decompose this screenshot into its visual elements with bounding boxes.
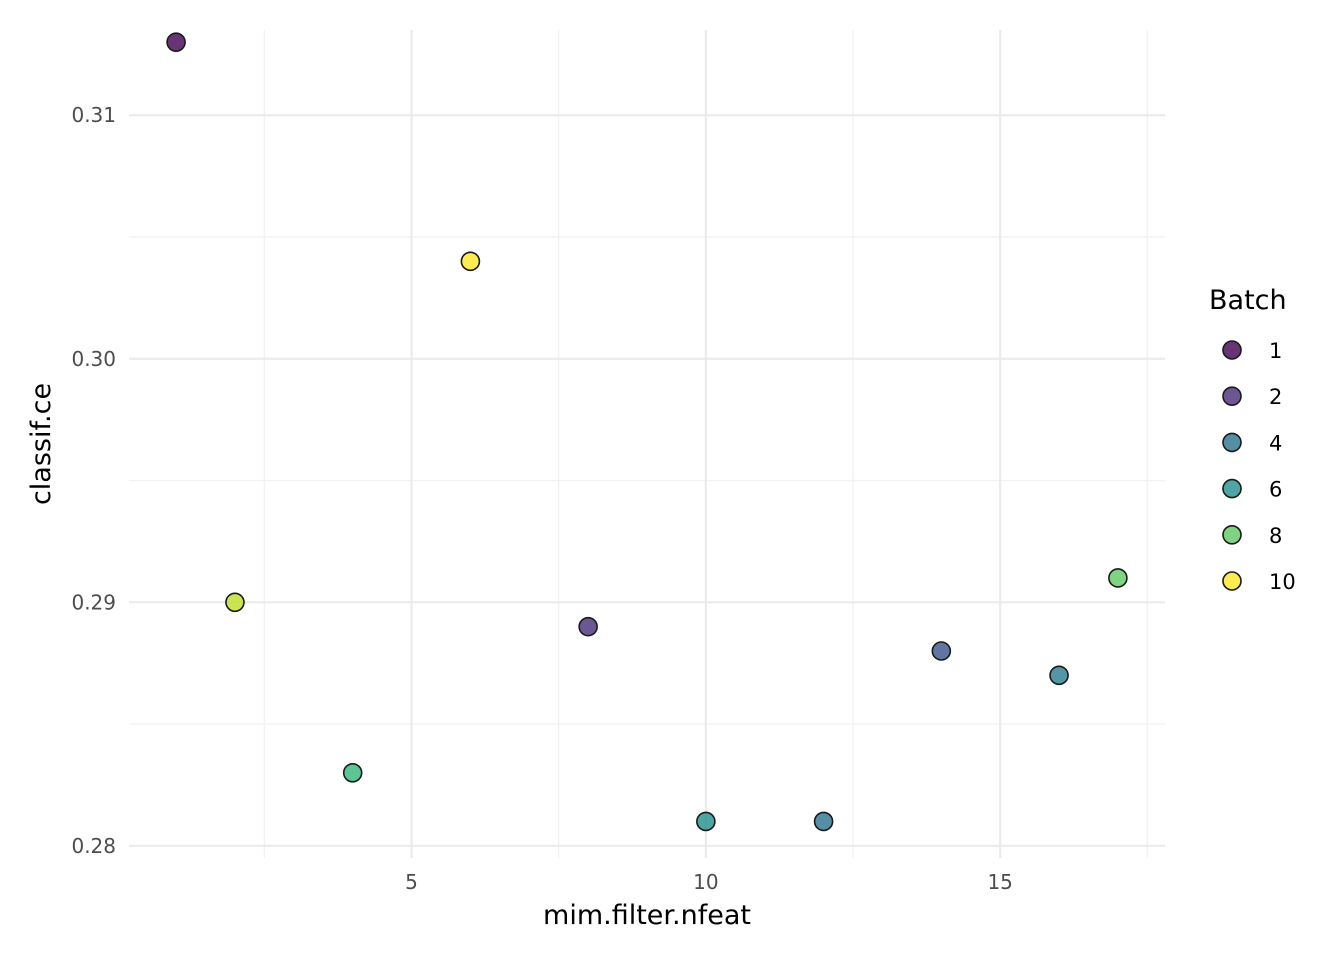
legend-label: 2 <box>1269 385 1282 409</box>
legend-key <box>1222 386 1242 407</box>
legend-label: 10 <box>1269 570 1296 594</box>
legend-label: 8 <box>1269 524 1282 548</box>
legend-key <box>1222 524 1242 545</box>
data-point <box>1108 568 1128 588</box>
data-point <box>813 811 834 832</box>
y-tick-label: 0.31 <box>71 103 116 127</box>
legend-key <box>1222 432 1242 453</box>
legend-key <box>1222 478 1242 499</box>
data-point <box>342 762 363 783</box>
data-point <box>166 32 186 52</box>
data-point <box>696 811 716 832</box>
data-point <box>225 592 245 613</box>
x-axis-tick-labels: 5 10 15 <box>405 870 1013 894</box>
legend-key <box>1222 571 1242 591</box>
data-point <box>460 251 481 272</box>
data-points <box>166 32 1128 832</box>
x-tick-label: 10 <box>693 870 718 894</box>
legend-label: 4 <box>1269 431 1282 455</box>
x-axis-title: mim.filter.nfeat <box>543 900 751 931</box>
x-tick-label: 5 <box>405 870 418 894</box>
major-gridlines <box>129 30 1165 858</box>
y-tick-label: 0.30 <box>71 347 116 371</box>
legend-title: Batch <box>1209 285 1287 316</box>
legend-label: 1 <box>1269 339 1282 363</box>
legend-label: 6 <box>1269 478 1282 502</box>
legend-key <box>1222 340 1242 360</box>
data-point <box>931 641 952 661</box>
legend: Batch 1 2 4 6 8 10 <box>1209 285 1296 594</box>
x-tick-label: 15 <box>987 870 1012 894</box>
minor-gridlines <box>129 30 1165 858</box>
data-point <box>578 616 598 637</box>
data-point <box>1049 665 1069 686</box>
y-tick-label: 0.29 <box>71 590 116 614</box>
y-axis-title: classif.ce <box>26 383 57 505</box>
y-axis-tick-labels: 0.28 0.29 0.30 0.31 <box>71 103 116 858</box>
y-tick-label: 0.28 <box>71 834 116 858</box>
